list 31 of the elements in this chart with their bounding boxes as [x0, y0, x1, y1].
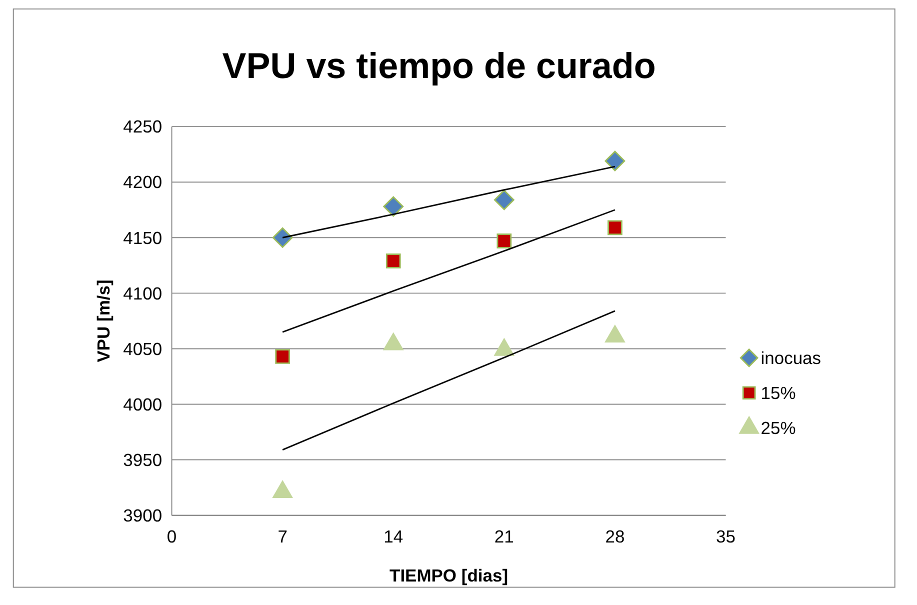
y-tick-label: 4100 — [123, 283, 162, 304]
point — [275, 349, 290, 364]
x-axis-title: TIEMPO [dias] — [390, 565, 508, 586]
point — [496, 234, 512, 248]
legend-label: 15% — [760, 382, 796, 403]
point — [272, 227, 293, 248]
x-tick-label: 21 — [494, 526, 514, 547]
line-series — [282, 310, 616, 451]
y-tick-label: 3950 — [123, 450, 162, 470]
y-tick-label: 4150 — [123, 228, 162, 248]
x-tick-label: 28 — [605, 526, 625, 547]
x-tick-label: 7 — [278, 526, 288, 547]
y-tick-label: 3900 — [123, 505, 162, 526]
y-tick-label: 4000 — [123, 394, 162, 414]
point — [386, 254, 401, 268]
chart-title: VPU vs tiempo de curado — [222, 44, 656, 86]
legend-label: inocuas — [760, 348, 822, 368]
point — [494, 190, 514, 210]
x-tick-label: 14 — [384, 526, 404, 547]
y-tick-label: 4050 — [123, 338, 162, 359]
y-axis-title: VPU [m/s] — [94, 280, 114, 362]
legend-label: 25% — [760, 418, 796, 438]
point — [272, 480, 294, 498]
point — [383, 196, 404, 217]
y-tick-label: 4250 — [123, 116, 162, 137]
point — [608, 220, 622, 236]
line-series — [282, 209, 616, 333]
point — [604, 150, 626, 172]
x-tick-label: 35 — [716, 526, 736, 547]
x-tick-label: 0 — [166, 526, 177, 547]
y-tick-label: 4200 — [123, 172, 162, 192]
